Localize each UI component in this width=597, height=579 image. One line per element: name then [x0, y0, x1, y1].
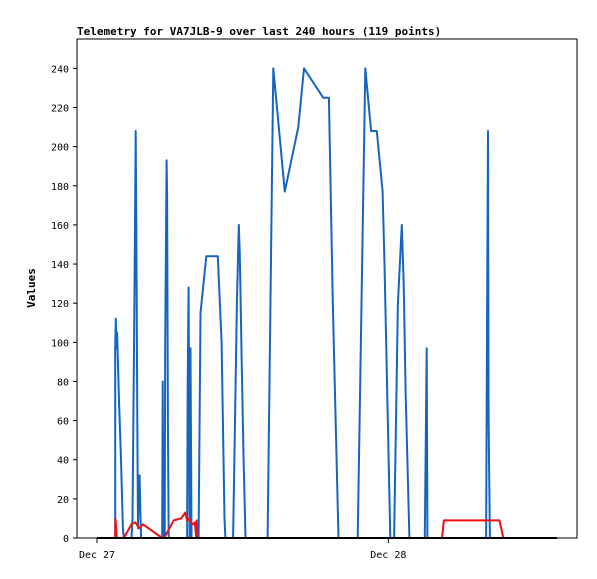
- x-axis-ticks: Dec 27 Dec 28: [79, 538, 406, 561]
- y-axis-ticks: 0 20 40 60 80 100 120 140 160 180 200 220 240: [51, 64, 77, 545]
- y-tick-label: 240: [51, 64, 69, 75]
- y-tick-label: 120: [51, 299, 69, 310]
- x-tick-label: Dec 28: [370, 550, 406, 561]
- y-tick-label: 0: [63, 534, 69, 545]
- x-tick-label: Dec 27: [79, 550, 115, 561]
- y-tick-label: 100: [51, 338, 69, 349]
- y-tick-label: 160: [51, 221, 69, 232]
- y-tick-label: 140: [51, 260, 69, 271]
- y-tick-label: 40: [57, 456, 69, 467]
- y-tick-label: 20: [57, 495, 69, 506]
- y-axis-label: Values: [25, 268, 38, 308]
- y-tick-label: 180: [51, 182, 69, 193]
- y-tick-label: 200: [51, 143, 69, 154]
- y-tick-label: 220: [51, 103, 69, 114]
- plot-lines: [97, 67, 557, 539]
- y-tick-label: 80: [57, 377, 69, 388]
- y-tick-label: 60: [57, 417, 69, 428]
- plot-frame: [76, 38, 578, 539]
- series-line-2: [97, 511, 557, 539]
- series-line-1: [97, 67, 557, 539]
- chart-title: Telemetry for VA7JLB-9 over last 240 hou…: [77, 25, 441, 38]
